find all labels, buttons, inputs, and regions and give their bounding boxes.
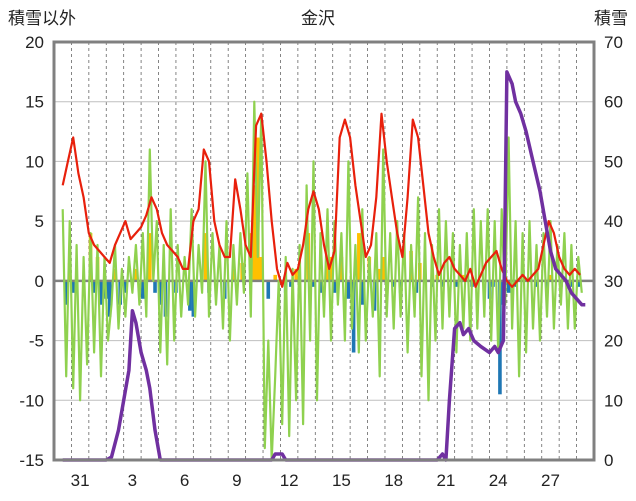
series-line (61, 100, 583, 462)
x-tick: 18 (384, 471, 403, 490)
y-left-tick: -5 (29, 332, 44, 351)
bar (92, 280, 96, 293)
bar (273, 274, 278, 281)
bar (357, 233, 361, 281)
bar (231, 268, 236, 281)
bar (569, 280, 574, 287)
bar (329, 256, 333, 281)
bar (311, 280, 316, 287)
left-axis-ticks: 20 15 10 5 0 -5 -10 -15 (19, 33, 44, 470)
x-tick: 27 (541, 471, 560, 490)
bar (113, 268, 117, 281)
x-tick: 15 (332, 471, 351, 490)
bar (71, 280, 75, 293)
bar (548, 274, 553, 281)
bar (141, 280, 145, 299)
bar (360, 280, 365, 305)
bar (99, 280, 103, 305)
bar (134, 268, 138, 281)
bar (391, 280, 396, 287)
y-right-tick: 0 (604, 451, 613, 470)
bar (398, 280, 403, 293)
y-right-tick: 20 (604, 332, 623, 351)
bar (346, 280, 351, 299)
y-left-tick: -15 (19, 451, 44, 470)
y-left-tick: 15 (25, 93, 44, 112)
plot-frame (52, 40, 596, 462)
y-right-tick: 30 (604, 272, 623, 291)
x-tick: 12 (280, 471, 299, 490)
bar (318, 280, 323, 293)
x-tick: 9 (232, 471, 241, 490)
bar (148, 233, 152, 281)
bar (440, 280, 445, 287)
bar (252, 185, 257, 281)
bar (191, 280, 196, 317)
bar (498, 280, 502, 395)
x-tick: 31 (71, 471, 90, 490)
bar (325, 262, 330, 281)
y-left-tick: -10 (19, 391, 44, 410)
bar (377, 268, 382, 281)
right-axis-title: 積雪 (594, 9, 628, 28)
bar (454, 280, 459, 287)
bar (339, 256, 344, 281)
bar (188, 280, 192, 311)
x-tick: 21 (436, 471, 455, 490)
bar (381, 256, 386, 281)
bar (506, 280, 511, 293)
y-right-tick: 70 (604, 33, 623, 52)
x-axis-ticks: 31 3 6 9 12 15 18 21 24 27 (71, 471, 560, 490)
bar (266, 280, 271, 299)
line-series (61, 70, 586, 462)
chart-title: 金沢 (301, 9, 335, 28)
y-left-tick: 0 (35, 272, 44, 291)
y-right-tick: 50 (604, 152, 623, 171)
series-line (61, 112, 581, 288)
y-right-tick: 60 (604, 93, 623, 112)
bar (107, 280, 112, 317)
bar (534, 280, 539, 287)
bar (545, 280, 549, 293)
y-left-tick: 10 (25, 152, 44, 171)
bar (351, 280, 356, 353)
bar (123, 280, 128, 293)
bar (203, 233, 208, 281)
y-left-tick: 20 (25, 33, 44, 52)
bar (259, 256, 264, 281)
bar (153, 280, 157, 293)
right-axis-ticks: 70 60 50 40 30 20 10 0 (604, 33, 623, 470)
bar (576, 280, 581, 287)
bar (289, 280, 293, 287)
y-right-tick: 40 (604, 212, 623, 231)
x-tick: 6 (180, 471, 189, 490)
bar (294, 268, 298, 281)
bar (64, 280, 68, 305)
bar (332, 280, 337, 293)
y-right-tick: 10 (604, 391, 623, 410)
bar (158, 280, 163, 305)
y-left-tick: 5 (35, 212, 44, 231)
x-tick: 24 (489, 471, 508, 490)
left-axis-title: 積雪以外 (8, 9, 76, 28)
x-tick: 3 (128, 471, 137, 490)
